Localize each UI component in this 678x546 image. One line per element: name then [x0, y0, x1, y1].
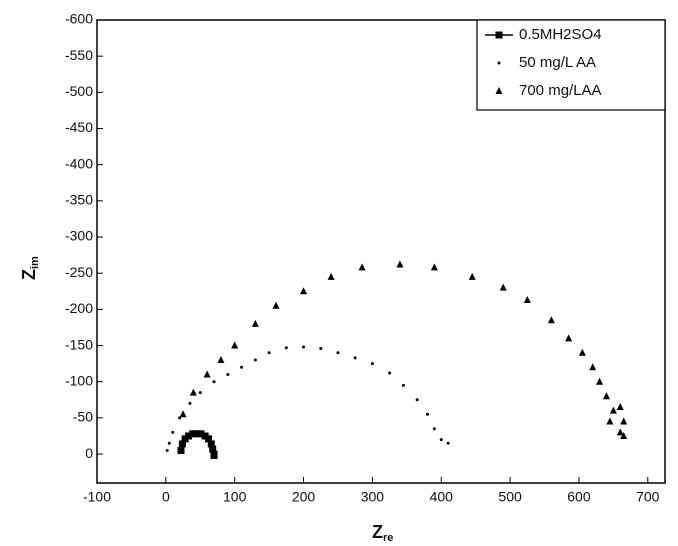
marker-square: [205, 435, 213, 443]
marker-triangle: [620, 417, 628, 425]
marker-dot: [388, 371, 392, 375]
marker-dot: [171, 430, 175, 434]
marker-triangle: [620, 431, 628, 439]
marker-triangle: [616, 428, 624, 436]
legend-label: 0.5MH2SO4: [519, 26, 602, 43]
marker-triangle: [499, 283, 507, 291]
marker-dot: [240, 365, 244, 369]
x-axis-label: Zre: [372, 522, 393, 544]
marker-dot: [165, 448, 169, 452]
marker-dot: [267, 351, 271, 355]
x-tick-label: -100: [83, 489, 111, 505]
marker-triangle: [251, 319, 259, 327]
y-tick-label: -550: [65, 47, 93, 63]
y-tick-label: 0: [85, 445, 93, 461]
marker-dot: [284, 346, 288, 350]
marker-triangle: [602, 392, 610, 400]
marker-square: [197, 430, 205, 438]
y-axis-label: Zim: [19, 256, 41, 280]
marker-square: [207, 440, 215, 448]
y-tick-label: -400: [65, 155, 93, 171]
marker-dot: [319, 346, 323, 350]
marker-triangle: [495, 87, 503, 94]
x-tick-label: 600: [567, 489, 591, 505]
y-tick-label: -450: [65, 119, 93, 135]
marker-dot: [353, 356, 357, 360]
marker-dot: [302, 345, 306, 349]
marker-triangle: [565, 334, 573, 342]
x-tick-label: 300: [361, 489, 385, 505]
marker-dot: [198, 391, 202, 395]
y-tick-label: -350: [65, 192, 93, 208]
marker-dot: [253, 358, 257, 362]
marker-triangle: [468, 272, 476, 280]
marker-dot: [212, 380, 216, 384]
marker-triangle: [578, 348, 586, 356]
marker-square: [210, 452, 218, 460]
marker-triangle: [358, 263, 366, 271]
marker-square: [209, 445, 217, 453]
marker-dot: [167, 441, 171, 445]
x-tick-label: 400: [430, 489, 454, 505]
x-tick-label: 500: [498, 489, 522, 505]
y-tick-label: -150: [65, 336, 93, 352]
legend-label: 50 mg/L AA: [519, 54, 596, 71]
marker-triangle: [396, 260, 404, 268]
y-tick-label: -300: [65, 228, 93, 244]
marker-triangle: [327, 272, 335, 280]
marker-triangle: [231, 341, 239, 349]
marker-dot: [226, 372, 230, 376]
marker-square: [178, 440, 186, 448]
marker-triangle: [272, 301, 280, 309]
marker-dot: [415, 398, 419, 402]
legend: 0.5MH2SO4 50 mg/L AA 700 mg/LAA: [476, 19, 666, 111]
marker-triangle: [606, 417, 614, 425]
marker-dot: [401, 383, 405, 387]
plot-frame: [96, 19, 666, 484]
x-tick-label: 100: [223, 489, 247, 505]
marker-dot: [425, 412, 429, 416]
marker-dot: [439, 438, 443, 442]
marker-square: [189, 430, 197, 438]
marker-triangle: [547, 316, 555, 324]
marker-square: [185, 432, 193, 440]
marker-triangle: [589, 363, 597, 371]
marker-dot: [446, 441, 450, 445]
x-tick-label: 0: [162, 489, 170, 505]
marker-triangle: [179, 410, 187, 418]
marker-triangle: [616, 403, 624, 411]
marker-triangle: [596, 377, 604, 385]
marker-triangle: [217, 356, 225, 364]
y-tick-label: -500: [65, 83, 93, 99]
y-tick-label: -250: [65, 264, 93, 280]
marker-dot: [188, 401, 192, 405]
marker-triangle: [300, 287, 308, 295]
marker-triangle: [189, 388, 197, 396]
marker-square: [177, 446, 185, 454]
marker-square: [495, 31, 503, 39]
y-tick-label: -50: [73, 409, 93, 425]
marker-triangle: [430, 263, 438, 271]
marker-square: [193, 430, 201, 438]
legend-label: 700 mg/LAA: [519, 82, 602, 99]
marker-dot: [370, 362, 374, 366]
y-tick-label: -200: [65, 300, 93, 316]
marker-triangle: [203, 370, 211, 378]
marker-dot: [497, 61, 501, 65]
x-tick-label: 200: [292, 489, 316, 505]
x-tick-label: 700: [636, 489, 660, 505]
y-tick-label: -600: [65, 11, 93, 27]
marker-triangle: [609, 406, 617, 414]
marker-triangle: [523, 295, 531, 303]
marker-dot: [432, 427, 436, 431]
marker-dot: [336, 351, 340, 355]
y-tick-label: -100: [65, 372, 93, 388]
